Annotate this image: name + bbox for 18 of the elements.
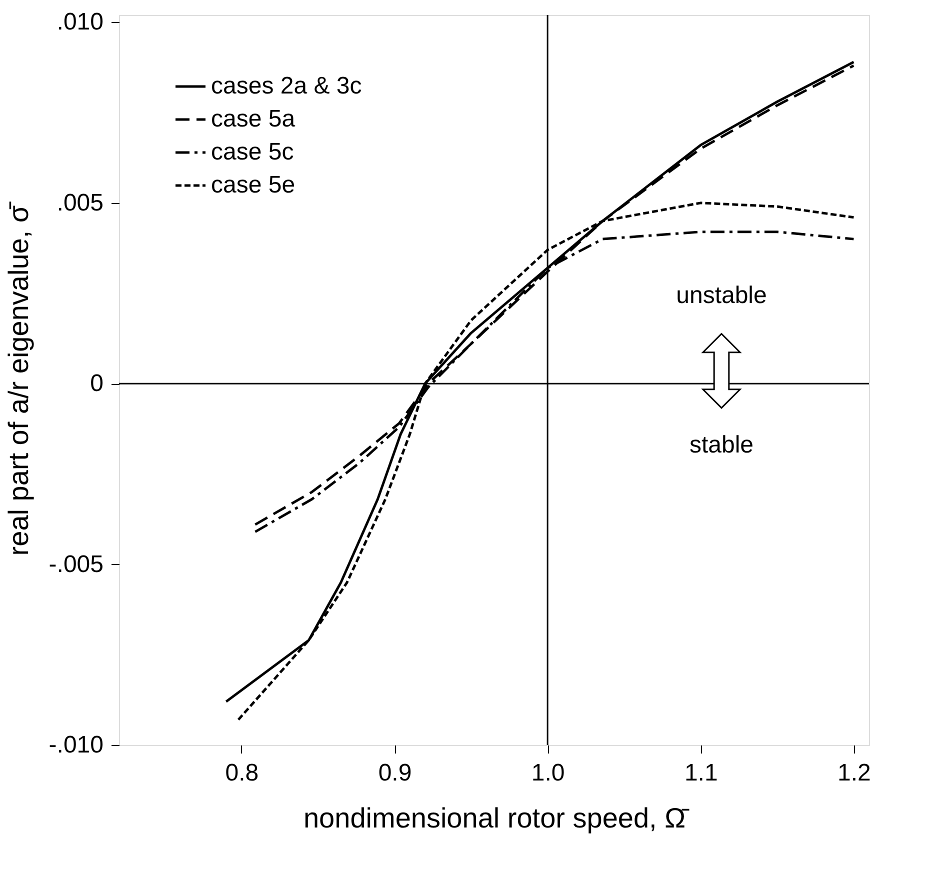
legend-label: case 5a <box>211 106 296 132</box>
x-tick-label: 0.9 <box>378 760 412 786</box>
legend-label: case 5e <box>211 172 296 198</box>
x-tick-label: 1.0 <box>531 760 565 786</box>
y-tick-label: 0 <box>90 370 104 398</box>
y-tick-label: -.005 <box>48 550 104 578</box>
legend-label: case 5c <box>211 138 294 166</box>
legend-label: cases 2a & 3c <box>211 72 362 100</box>
y-axis-title: real part of a/r eigenvalue, σ̄ <box>2 201 34 556</box>
x-tick-label: 1.1 <box>684 760 718 786</box>
x-tick-label: 1.2 <box>838 760 871 786</box>
annotation: unstable <box>676 282 767 310</box>
annotation: stable <box>689 432 754 459</box>
x-tick-label: 0.8 <box>225 760 259 786</box>
y-tick-label: -.010 <box>48 732 104 758</box>
x-axis-title: nondimensional rotor speed, Ω̄ <box>303 802 690 834</box>
y-tick-label: .010 <box>56 8 104 36</box>
y-tick-label: .005 <box>56 189 104 216</box>
